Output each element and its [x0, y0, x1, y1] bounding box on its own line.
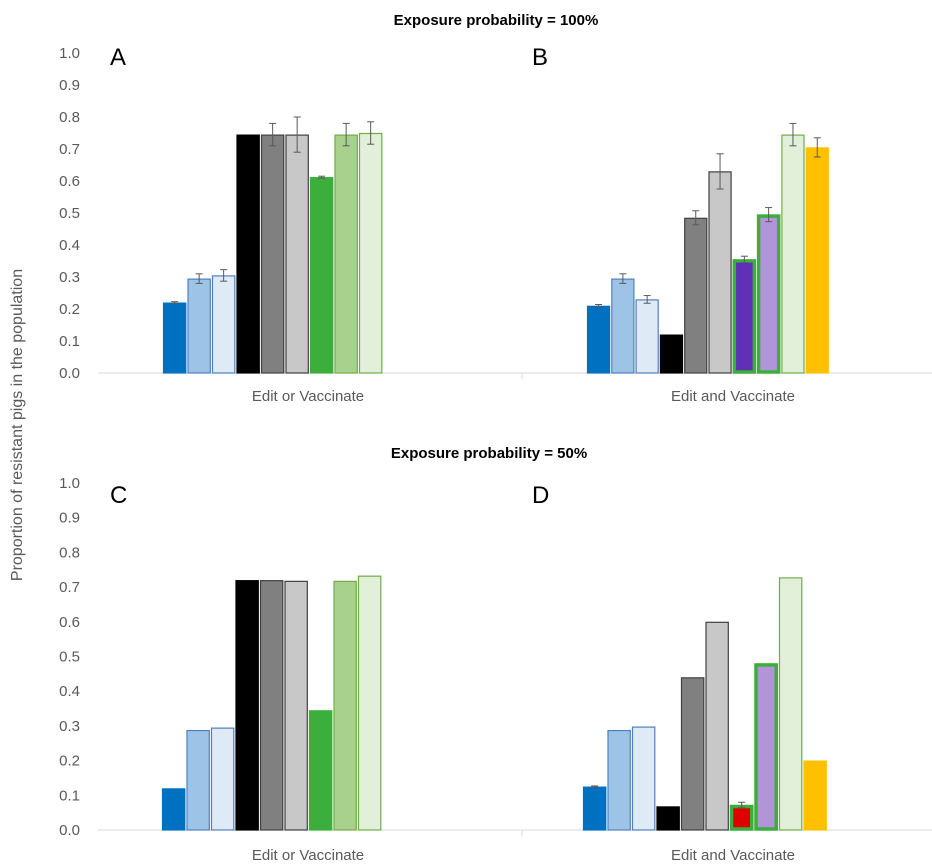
bar [260, 134, 285, 374]
bar [308, 710, 333, 831]
bar [357, 575, 382, 831]
chart-panel-d: D Edit and Vaccinate [522, 482, 932, 864]
bar [236, 134, 260, 374]
bar [708, 171, 732, 374]
y-tick-label: 0.5 [59, 205, 80, 222]
category-label: Edit and Vaccinate [671, 847, 795, 864]
category-label: Edit or Vaccinate [252, 388, 364, 405]
y-tick-label: 0.7 [59, 141, 80, 158]
bar [309, 177, 334, 374]
y-tick-label: 0.2 [59, 301, 80, 318]
bar [805, 147, 829, 374]
y-tick-label: 0.9 [59, 510, 80, 527]
y-tick-label: 0.4 [59, 683, 80, 700]
y-tick-label: 0.5 [59, 649, 80, 666]
y-tick-label: 0.8 [59, 109, 80, 126]
bar [285, 134, 309, 374]
bar [187, 278, 211, 374]
bar [631, 726, 656, 831]
chart-panel-a: 0.0 0.1 0.2 0.3 0.4 0.5 0.6 0.7 0.8 0.9 1.0 A Edit o… [59, 44, 523, 405]
y-tick-label: 0.0 [59, 365, 80, 382]
bar [186, 729, 210, 831]
panel-letter: B [532, 44, 548, 71]
bar [162, 302, 187, 374]
bar [635, 299, 659, 374]
y-axis-label: Proportion of resistant pigs in the popu… [9, 269, 26, 581]
category-label: Edit or Vaccinate [252, 847, 364, 864]
y-tick-label: 0.2 [59, 753, 80, 770]
bar [284, 580, 308, 831]
bar [358, 132, 383, 374]
bar [659, 334, 684, 374]
bar [259, 580, 284, 831]
bar [586, 305, 611, 374]
bar [656, 806, 680, 831]
bar [778, 577, 803, 831]
chart-panel-b: B Edit and Vaccinate [522, 44, 932, 405]
panel-letter: A [110, 44, 126, 71]
bar [210, 727, 235, 831]
chart-panel-c: 0.0 0.1 0.2 0.3 0.4 0.5 0.6 0.7 0.8 0.9 1.0 C Edit o… [59, 475, 523, 864]
y-tick-label: 0.3 [59, 718, 80, 735]
bar [333, 580, 357, 831]
y-tick-label: 0.1 [59, 333, 80, 350]
panels: 0.0 0.1 0.2 0.3 0.4 0.5 0.6 0.7 0.8 0.9 1.0 A Edit o… [59, 44, 932, 864]
bar [680, 677, 705, 831]
y-tick-label: 0.3 [59, 269, 80, 286]
bar [334, 134, 358, 374]
bar [754, 663, 779, 831]
y-tick-label: 0.7 [59, 579, 80, 596]
y-tick-label: 0.1 [59, 787, 80, 804]
panel-letter: D [532, 482, 549, 509]
y-tick-label: 1.0 [59, 475, 80, 492]
bar [705, 621, 729, 831]
bar [582, 786, 607, 831]
category-label: Edit and Vaccinate [671, 388, 795, 405]
y-tick-label: 0.4 [59, 237, 80, 254]
bar [732, 259, 757, 374]
bar [803, 760, 827, 831]
bar [684, 217, 708, 374]
bar [235, 580, 259, 831]
y-tick-label: 0.8 [59, 544, 80, 561]
y-tick-label: 0.6 [59, 614, 80, 631]
bar [729, 804, 754, 831]
y-tick-label: 0.0 [59, 822, 80, 839]
bar [611, 278, 635, 374]
panel-letter: C [110, 482, 127, 509]
title-bottom: Exposure probability = 50% [391, 445, 587, 462]
title-top: Exposure probability = 100% [394, 12, 599, 29]
bar [211, 275, 236, 374]
bar [161, 788, 186, 831]
bar [781, 134, 805, 374]
y-tick-label: 1.0 [59, 45, 80, 62]
bar [756, 214, 781, 374]
bar [607, 729, 631, 831]
y-tick-label: 0.6 [59, 173, 80, 190]
y-tick-label: 0.9 [59, 77, 80, 94]
